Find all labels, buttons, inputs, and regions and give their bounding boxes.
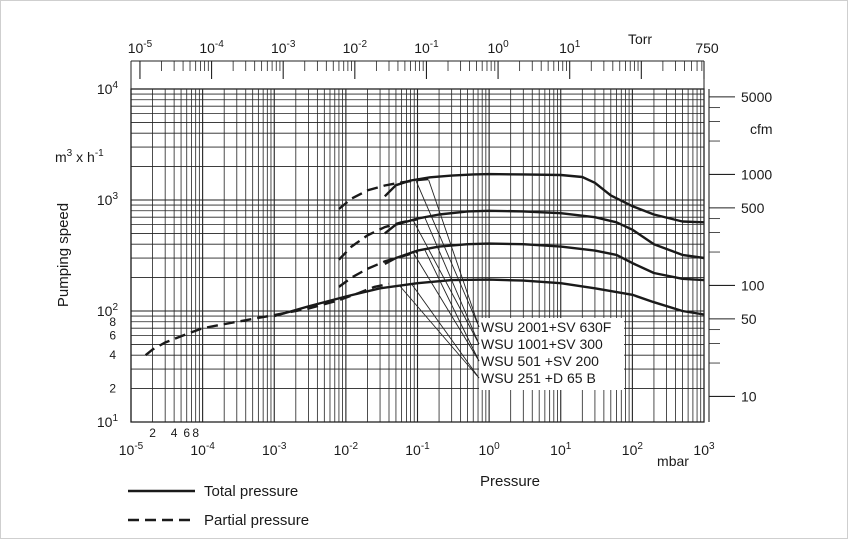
y-minor-label-0: 2 [109, 382, 116, 396]
x-minor-label-0: 2 [149, 426, 156, 440]
series-label-1: WSU 1001+SV 300 [481, 336, 603, 352]
y-tick-label-2: 103 [97, 191, 119, 208]
x-tick-label-1: 10-4 [190, 441, 215, 458]
top-end-label: 750 [695, 40, 719, 56]
series-leader-line-1 [412, 218, 480, 345]
right-tick-label-5: 10 [741, 388, 757, 404]
y-unit-label: m3 x h-1 [55, 148, 104, 165]
right-tick-label-1: 1000 [741, 166, 772, 182]
series-partial-line-1 [338, 218, 418, 261]
series-total-line-1 [384, 209, 705, 260]
right-tick-label-2: 500 [741, 200, 765, 216]
y-minor-label-3: 8 [109, 315, 116, 329]
x-tick-label-0: 10-5 [119, 441, 144, 458]
series-leader-line-2 [412, 251, 480, 362]
series-leader-line-0 [415, 180, 480, 328]
top-tick-label-0: 10-5 [128, 39, 153, 56]
y-axis-title: Pumping speed [55, 203, 72, 307]
top-tick-label-2: 10-3 [271, 39, 296, 56]
y-minor-label-2: 6 [109, 329, 116, 343]
series-label-0: WSU 2001+SV 630F [481, 319, 611, 335]
top-tick-label-3: 10-2 [343, 39, 368, 56]
series-total-line-3 [273, 278, 705, 318]
y-tick-label-3: 104 [97, 80, 119, 97]
x-tick-label-3: 10-2 [334, 441, 359, 458]
right-tick-label-4: 50 [741, 311, 757, 327]
series-partial-line-0 [338, 177, 431, 210]
x-tick-label-6: 101 [550, 441, 572, 458]
x-tick-label-7: 102 [622, 441, 644, 458]
series-leader-line-b-3 [411, 283, 480, 379]
x-tick-label-2: 10-3 [262, 441, 287, 458]
right-tick-label-3: 100 [741, 277, 765, 293]
x-axis-title: Pressure [480, 473, 540, 490]
top-tick-label-6: 101 [559, 39, 581, 56]
right-unit-label: cfm [750, 121, 773, 137]
right-tick-label-0: 5000 [741, 89, 772, 105]
legend-label-1: Partial pressure [204, 512, 309, 529]
series-label-2: WSU 501 +SV 200 [481, 353, 599, 369]
x-tick-label-5: 100 [479, 441, 501, 458]
series-label-box [479, 318, 624, 390]
series-label-3: WSU 251 +D 65 B [481, 370, 596, 386]
series-leader-line-3 [398, 284, 480, 379]
series-total-line-2 [384, 242, 705, 282]
y-tick-label-0: 101 [97, 413, 119, 430]
x-unit-label: mbar [657, 453, 689, 469]
y-tick-label-1: 102 [97, 302, 119, 319]
top-tick-label-5: 100 [488, 39, 510, 56]
x-tick-label-8: 103 [693, 441, 715, 458]
legend-label-0: Total pressure [204, 483, 298, 500]
series-leader-line-b-0 [428, 179, 480, 328]
series-partial-line-2 [338, 250, 418, 288]
top-tick-label-4: 10-1 [414, 39, 439, 56]
x-tick-label-4: 10-1 [405, 441, 430, 458]
x-minor-label-2: 6 [183, 426, 190, 440]
x-minor-label-1: 4 [171, 426, 178, 440]
x-minor-label-3: 8 [192, 426, 199, 440]
top-tick-label-1: 10-4 [199, 39, 224, 56]
series-partial-line-3 [144, 282, 390, 357]
series-leader-line-b-2 [424, 250, 480, 362]
top-unit-label: Torr [628, 31, 652, 47]
y-minor-label-1: 4 [109, 348, 116, 362]
series-leader-line-b-1 [424, 217, 480, 345]
plot-border [130, 88, 705, 423]
series-curves [144, 172, 705, 357]
